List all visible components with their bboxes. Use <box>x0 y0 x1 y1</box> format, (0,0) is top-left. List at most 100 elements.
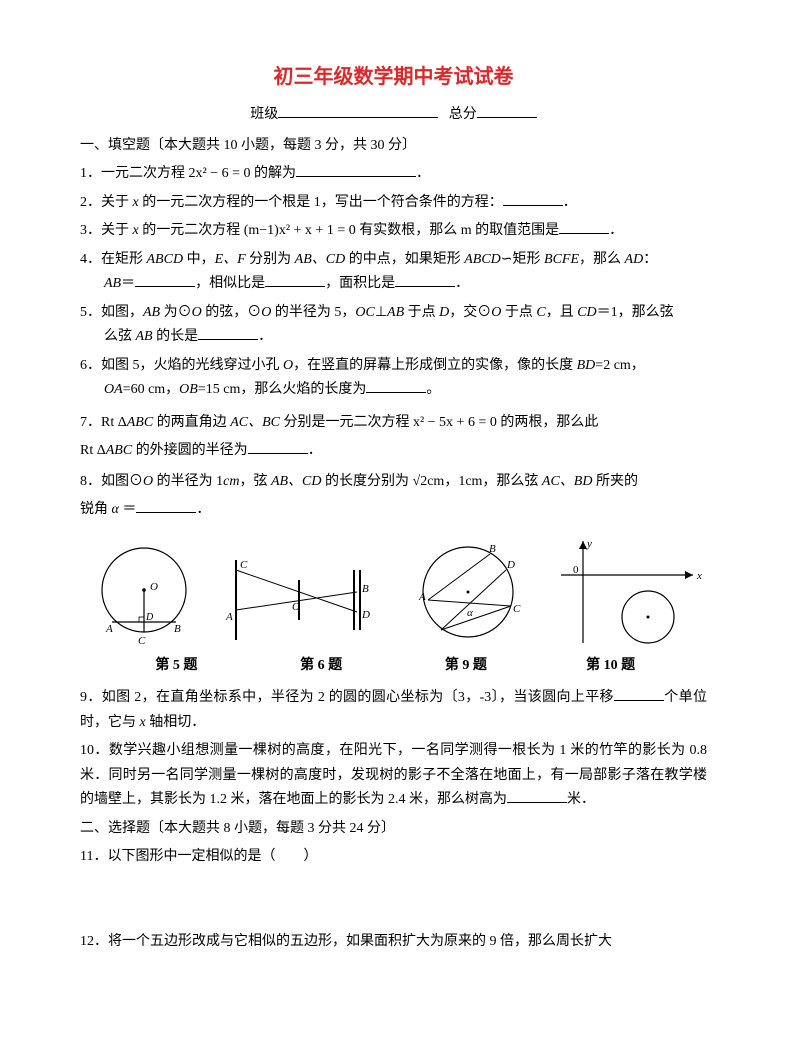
q7-a: 7．Rt Δ <box>80 415 127 430</box>
q1-blank[interactable] <box>296 163 416 177</box>
q3-text-b: 的一元二次方程 <box>139 223 244 238</box>
q4-blank1[interactable] <box>135 273 195 287</box>
q7-abc2: ABC <box>106 443 132 458</box>
q4-abcd: ABCD <box>147 252 184 267</box>
svg-text:A: A <box>105 623 113 635</box>
q7-d: 的两根，那么此 <box>497 415 599 430</box>
figure-5: O A B C D <box>84 540 204 650</box>
q10-b: 米． <box>567 792 595 807</box>
q5-blank[interactable] <box>198 326 258 340</box>
q4-a: 4．在矩形 <box>80 252 147 267</box>
q8-blank[interactable] <box>136 499 196 513</box>
q6-blank[interactable] <box>366 379 426 393</box>
svg-text:0: 0 <box>573 564 579 576</box>
figure-row: O A B C D C A O B D A B D C α <box>80 535 707 650</box>
q8-d: 的长度分别为 <box>322 474 413 489</box>
fig10-label: 第 10 题 <box>538 654 683 679</box>
q4-bcfe: BCFE <box>544 252 579 267</box>
q2-blank[interactable] <box>503 192 563 206</box>
q4-d: 的中点，如果矩形 <box>345 252 464 267</box>
svg-text:x: x <box>696 570 702 582</box>
q4-blank3[interactable] <box>395 273 455 287</box>
q5-g: ，交⊙ <box>449 305 491 320</box>
class-label: 班级 <box>250 107 278 122</box>
q1-text-a: 1．一元二次方程 <box>80 166 189 181</box>
question-5: 5．如图，AB 为⊙O 的弦，⊙O 的半径为 5，OC⊥AB 于点 D，交⊙O … <box>80 301 707 350</box>
section2-header: 二、选择题〔本大题共 8 小题，每题 3 分共 24 分〕 <box>80 817 707 842</box>
q6-b: ，在竖直的屏幕上形成倒立的实像，像的长度 <box>293 358 577 373</box>
q5-k: 的长是 <box>153 329 199 344</box>
q10-blank[interactable] <box>507 789 567 803</box>
q5-h: 于点 <box>501 305 536 320</box>
q7-e: Rt Δ <box>80 443 106 458</box>
q6-c: =2 cm， <box>595 358 645 373</box>
q4-ef: E、F <box>215 252 246 267</box>
q5-f: 于点 <box>404 305 439 320</box>
q4-c: 分别为 <box>246 252 295 267</box>
q5-cc: C <box>536 305 545 320</box>
total-blank[interactable] <box>477 104 537 118</box>
q5-e: ⊥ <box>375 305 387 320</box>
svg-text:A: A <box>418 591 426 603</box>
question-8b: 锐角 α ＝． <box>80 498 707 523</box>
svg-text:B: B <box>362 583 369 595</box>
svg-text:α: α <box>467 607 473 619</box>
svg-text:B: B <box>174 623 181 635</box>
q4-k: ． <box>455 276 469 291</box>
q9-blank[interactable] <box>614 687 664 701</box>
q6-ob: OB <box>179 382 198 397</box>
q8-ab: AB、CD <box>271 474 322 489</box>
header-line: 班级 总分 <box>80 103 707 128</box>
q4-blank2[interactable] <box>265 273 325 287</box>
page-title: 初三年级数学期中考试试卷 <box>80 60 707 95</box>
q3-text-c: 有实数根，那么 m 的取值范围是 <box>356 223 559 238</box>
q4-ab2: AB <box>104 276 121 291</box>
q4-abcd2: ABCD <box>464 252 501 267</box>
q8-sqrt2: √2cm <box>413 474 445 489</box>
figure-labels: 第 5 题 第 6 题 第 9 题 第 10 题 <box>80 654 707 679</box>
q7-f: 的外接圆的半径为 <box>132 443 248 458</box>
q5-ab3-pre: 么弦 <box>104 329 136 344</box>
q7-b: 的两直角边 <box>153 415 230 430</box>
question-3: 3．关于 x 的一元二次方程 (m−1)x² + x + 1 = 0 有实数根，… <box>80 219 707 244</box>
svg-text:C: C <box>240 559 248 571</box>
q1-text-c: ． <box>416 166 430 181</box>
total-label: 总分 <box>449 107 477 122</box>
q10-a: 10．数学兴趣小组想测量一棵树的高度，在阳光下，一名同学测得一根长为 1 米的竹… <box>80 743 707 807</box>
question-8: 8．如图⊙O 的半径为 1cm，弦 AB、CD 的长度分别为 √2cm，1cm，… <box>80 470 707 495</box>
q7-blank[interactable] <box>248 440 308 454</box>
q6-a: 6．如图 5，火焰的光线穿过小孔 <box>80 358 283 373</box>
q5-j: ＝1，那么弦 <box>597 305 674 320</box>
question-11: 11．以下图形中一定相似的是（ ） <box>80 845 707 870</box>
question-10: 10．数学兴趣小组想测量一棵树的高度，在阳光下，一名同学测得一根长为 1 米的竹… <box>80 739 707 813</box>
q3-blank[interactable] <box>559 220 609 234</box>
q9-c: 轴相切． <box>146 715 206 730</box>
figure-6: C A O B D <box>224 550 384 650</box>
q8-a: 8．如图⊙ <box>80 474 143 489</box>
fig9-label: 第 9 题 <box>394 654 539 679</box>
svg-text:A: A <box>225 611 233 623</box>
q4-e: ∽矩形 <box>501 252 544 267</box>
q8-h: ＝ <box>119 502 137 517</box>
q4-f: ，那么 <box>579 252 625 267</box>
svg-text:O: O <box>150 581 158 593</box>
svg-text:B: B <box>489 543 496 555</box>
question-1: 1．一元二次方程 2x² − 6 = 0 的解为． <box>80 162 707 187</box>
q7-abc: ABC <box>127 415 153 430</box>
q5-c: 的弦，⊙ <box>202 305 262 320</box>
q8-e: ，那么弦 <box>482 474 542 489</box>
question-7: 7．Rt ΔABC 的两直角边 AC、BC 分别是一元二次方程 x² − 5x … <box>80 411 707 436</box>
q5-l: ． <box>258 329 272 344</box>
q5-i: ，且 <box>546 305 578 320</box>
q7-ac: AC、BC <box>230 415 280 430</box>
q5-oc: OC <box>355 305 374 320</box>
q1-equation: 2x² − 6 = 0 <box>189 166 251 181</box>
class-blank[interactable] <box>278 104 438 118</box>
q3-text-a: 3．关于 <box>80 223 133 238</box>
q8-c: ，弦 <box>239 474 271 489</box>
svg-text:C: C <box>513 603 521 615</box>
question-6: 6．如图 5，火焰的光线穿过小孔 O，在竖直的屏幕上形成倒立的实像，像的长度 B… <box>80 354 707 403</box>
q4-b: 中， <box>183 252 215 267</box>
q5-ab2: AB <box>387 305 404 320</box>
q7-equation: x² − 5x + 6 = 0 <box>413 415 497 430</box>
